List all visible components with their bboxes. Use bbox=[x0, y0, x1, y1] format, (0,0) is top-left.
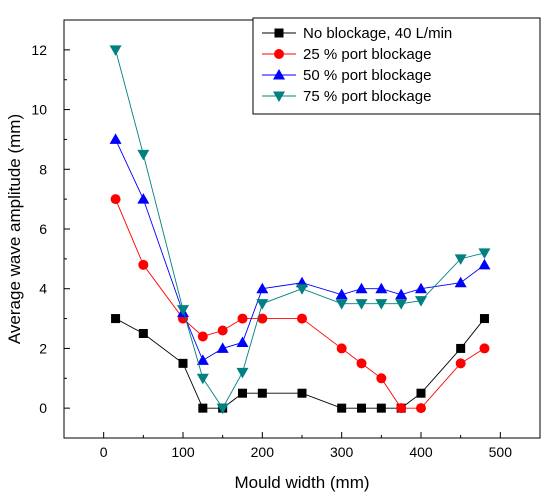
y-tick-label: 10 bbox=[31, 102, 47, 118]
legend-marker bbox=[274, 49, 284, 59]
data-point bbox=[177, 305, 189, 316]
data-point bbox=[479, 314, 489, 324]
data-point bbox=[216, 403, 229, 415]
data-point bbox=[236, 367, 249, 379]
data-point bbox=[396, 403, 407, 414]
data-point bbox=[456, 343, 466, 353]
legend-label-no-blockage: No blockage, 40 L/min bbox=[303, 25, 452, 42]
legend-label-75-percent: 75 % port blockage bbox=[303, 88, 431, 105]
data-point bbox=[335, 299, 348, 310]
legend-box bbox=[252, 17, 541, 115]
data-point bbox=[479, 343, 490, 354]
data-point bbox=[355, 282, 368, 294]
data-point bbox=[357, 403, 366, 413]
data-point bbox=[337, 403, 347, 413]
data-point bbox=[256, 282, 269, 294]
data-point bbox=[256, 299, 269, 310]
data-point bbox=[110, 194, 121, 205]
data-point bbox=[395, 299, 408, 310]
x-tick-label: 500 bbox=[489, 444, 513, 460]
data-point bbox=[356, 358, 367, 369]
data-point bbox=[178, 358, 188, 368]
data-point bbox=[415, 282, 427, 294]
data-point bbox=[478, 258, 491, 270]
data-point bbox=[109, 45, 122, 56]
data-point bbox=[138, 259, 149, 270]
data-point bbox=[478, 248, 491, 259]
data-point bbox=[415, 296, 427, 307]
data-point bbox=[111, 314, 121, 324]
data-point bbox=[454, 276, 467, 288]
legend-label-50-percent: 50 % port blockage bbox=[303, 67, 431, 84]
data-point bbox=[257, 388, 267, 398]
y-tick-label: 6 bbox=[39, 221, 47, 237]
tick-labels: 0 100 200 300 400 500 0 2 4 6 8 10 12 bbox=[31, 42, 512, 460]
legend-marker bbox=[273, 69, 285, 80]
y-tick-label: 2 bbox=[39, 340, 47, 356]
data-point bbox=[416, 388, 426, 398]
data-point bbox=[355, 299, 368, 310]
axis-ticks bbox=[63, 19, 541, 439]
y-tick-label: 12 bbox=[31, 42, 47, 58]
data-point bbox=[109, 133, 122, 144]
x-tick-label: 300 bbox=[330, 444, 354, 460]
series-layer bbox=[109, 45, 491, 415]
data-point bbox=[455, 358, 466, 369]
data-point bbox=[257, 313, 268, 324]
data-point bbox=[236, 336, 249, 347]
y-axis-title: Average wave amplitude (mm) bbox=[5, 114, 24, 344]
series-line bbox=[115, 139, 485, 362]
legend-marker bbox=[274, 28, 284, 38]
y-tick-label: 0 bbox=[39, 400, 47, 416]
data-point bbox=[237, 313, 248, 324]
data-point bbox=[376, 403, 386, 413]
data-point bbox=[216, 342, 229, 353]
series-line bbox=[115, 198, 485, 409]
data-point bbox=[416, 403, 426, 414]
data-point bbox=[238, 388, 247, 398]
series-1 bbox=[110, 194, 490, 414]
y-tick-label: 8 bbox=[39, 161, 47, 177]
series-3 bbox=[109, 45, 491, 415]
data-point bbox=[138, 329, 148, 338]
data-point bbox=[196, 354, 209, 365]
legend: No blockage, 40 L/min 25 % port blockage… bbox=[252, 17, 541, 115]
series-0 bbox=[111, 314, 489, 413]
data-point bbox=[296, 284, 308, 295]
data-point bbox=[297, 313, 307, 324]
x-tick-label: 200 bbox=[251, 444, 275, 460]
data-point bbox=[137, 193, 150, 204]
x-tick-label: 400 bbox=[409, 444, 433, 460]
y-tick-label: 4 bbox=[39, 281, 47, 297]
data-point bbox=[198, 403, 208, 413]
series-2 bbox=[109, 133, 491, 365]
data-point bbox=[454, 254, 467, 265]
data-point bbox=[375, 299, 388, 310]
data-point bbox=[335, 288, 348, 300]
data-point bbox=[375, 282, 388, 294]
data-point bbox=[395, 288, 408, 300]
legend-label-25-percent: 25 % port blockage bbox=[303, 46, 431, 63]
x-axis-title: Mould width (mm) bbox=[234, 473, 369, 492]
data-point bbox=[297, 388, 307, 398]
x-tick-label: 0 bbox=[100, 444, 108, 460]
data-point bbox=[336, 343, 347, 354]
data-point bbox=[196, 373, 209, 385]
data-point bbox=[197, 331, 208, 342]
data-point bbox=[137, 149, 150, 161]
data-point bbox=[217, 325, 228, 336]
x-tick-label: 100 bbox=[171, 444, 195, 460]
data-point bbox=[376, 373, 387, 384]
legend-marker bbox=[273, 91, 285, 102]
